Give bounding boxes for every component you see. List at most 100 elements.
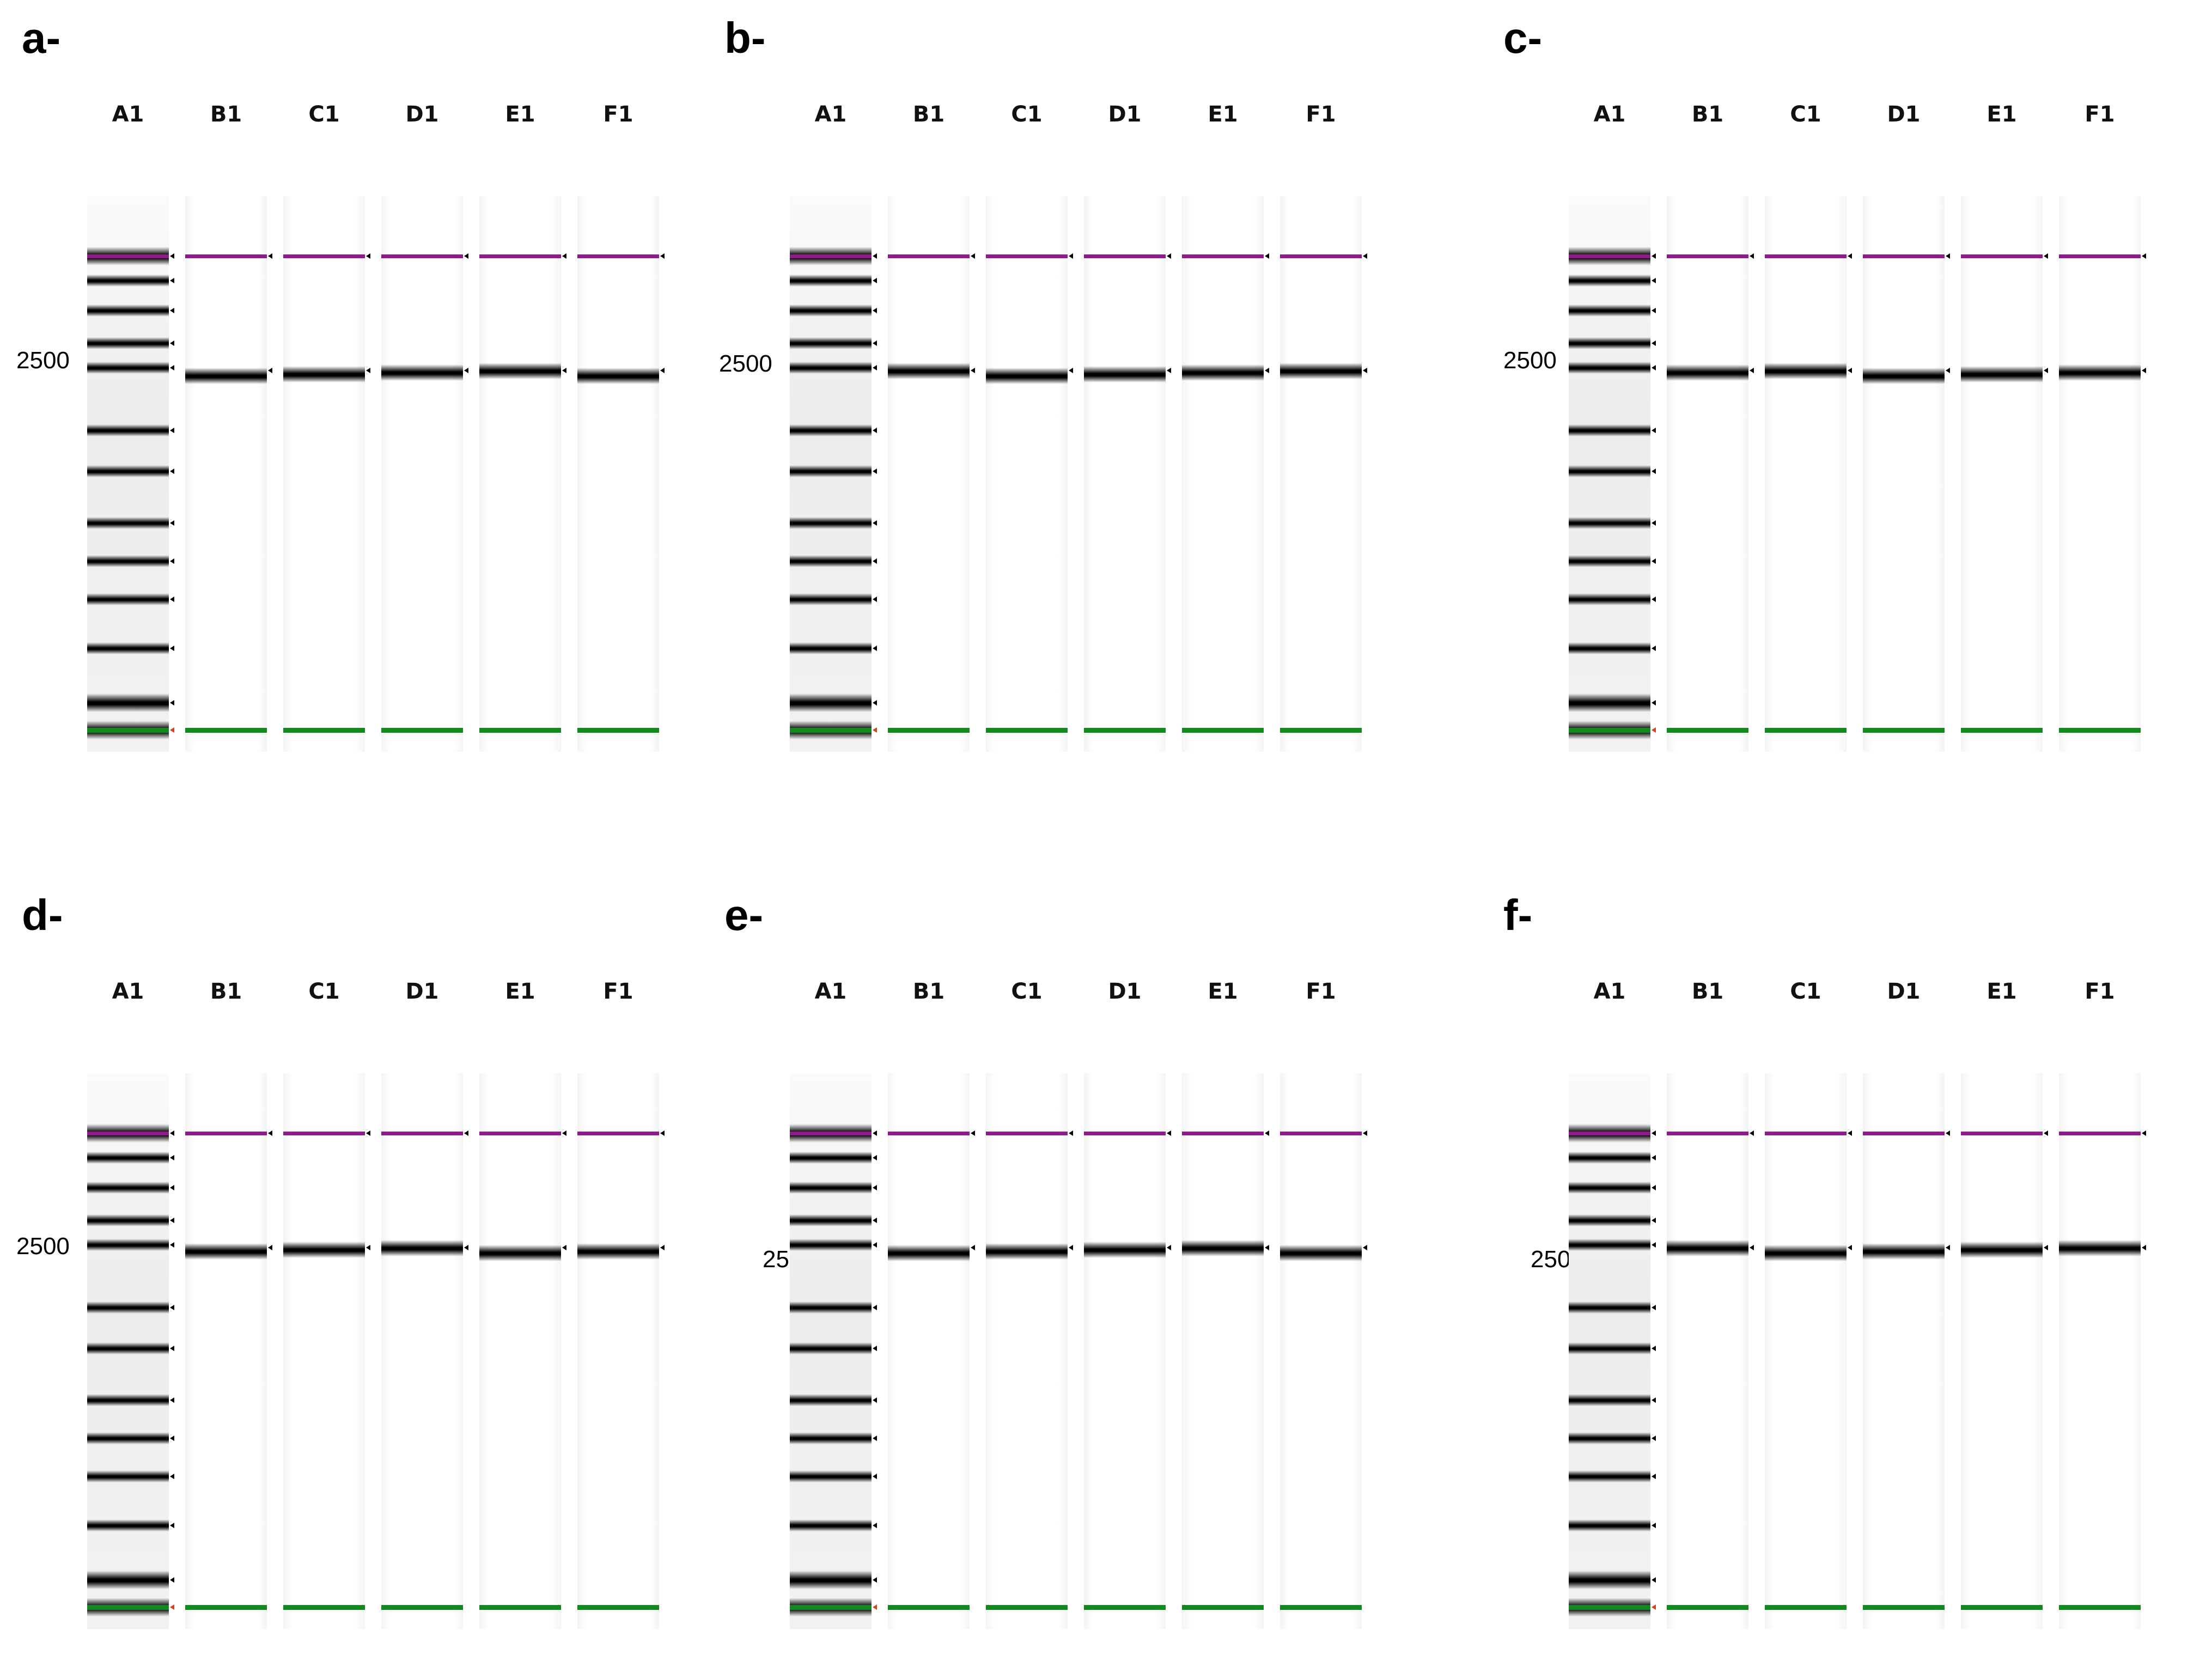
lane-header: F1 — [603, 102, 633, 127]
band-pointer-icon — [1363, 1245, 1367, 1250]
sample-band — [381, 364, 463, 381]
gel-panel-3: d- 2500 A1 B1 C1 D1 E1 F1 — [16, 891, 730, 1678]
sample-band — [1765, 1245, 1847, 1261]
band-pointer-icon — [873, 1155, 877, 1160]
lower-marker-band — [888, 728, 970, 733]
band-pointer-icon — [1265, 368, 1269, 373]
lane-header: C1 — [1011, 102, 1043, 127]
lane-header: F1 — [2085, 102, 2115, 127]
band-pointer-icon — [562, 253, 566, 259]
panel-label: d- — [22, 891, 63, 939]
band-pointer-icon — [873, 1130, 877, 1136]
band-pointer-icon — [1652, 646, 1656, 651]
sample-band — [283, 366, 365, 382]
sample-band — [1961, 1242, 2043, 1258]
sample-lane — [1667, 1073, 1748, 1629]
sample-lane — [1084, 196, 1166, 752]
ladder-band — [790, 1519, 872, 1531]
band-pointer-icon — [971, 253, 975, 259]
upper-marker-band — [986, 254, 1068, 258]
lower-marker-band — [283, 728, 365, 733]
ladder-band — [1569, 305, 1650, 317]
sample-lane — [577, 196, 659, 752]
ladder-lane — [790, 1073, 872, 1629]
sample-lane — [1863, 196, 1945, 752]
band-pointer-icon — [170, 308, 174, 313]
band-pointer-icon — [1069, 1130, 1073, 1136]
ladder-band — [87, 465, 169, 477]
lower-marker-band — [1667, 728, 1748, 733]
lane-header: A1 — [112, 979, 144, 1004]
upper-marker-band — [1961, 1132, 2043, 1135]
lane-header: C1 — [1011, 979, 1043, 1004]
sample-lane — [479, 196, 561, 752]
ladder-band — [87, 593, 169, 605]
band-pointer-icon — [1652, 1185, 1656, 1190]
sample-lane — [185, 196, 267, 752]
ladder-lane — [1569, 196, 1650, 752]
band-pointer-icon — [1652, 1346, 1656, 1351]
upper-marker-band — [381, 1132, 463, 1135]
band-pointer-icon — [562, 1245, 566, 1250]
upper-marker-band — [1569, 254, 1650, 258]
sample-lane — [1182, 196, 1264, 752]
band-pointer-icon — [1069, 1245, 1073, 1250]
band-pointer-icon — [562, 1130, 566, 1136]
ladder-band — [1569, 1182, 1650, 1194]
upper-marker-band — [577, 1132, 659, 1135]
upper-marker-band — [1280, 1132, 1362, 1135]
ladder-band — [87, 424, 169, 436]
lane-header: C1 — [308, 102, 340, 127]
upper-marker-band — [479, 1132, 561, 1135]
band-pointer-icon — [1652, 1155, 1656, 1160]
ladder-band — [87, 642, 169, 654]
sample-lane — [1667, 196, 1748, 752]
sample-band — [1280, 363, 1362, 379]
band-pointer-icon — [873, 1346, 877, 1351]
sample-band — [1084, 1242, 1166, 1258]
band-pointer-icon — [1363, 253, 1367, 259]
band-pointer-icon — [1652, 1242, 1656, 1248]
band-pointer-icon — [873, 1218, 877, 1223]
lane-header: A1 — [1593, 102, 1626, 127]
ladder-band — [790, 1152, 872, 1164]
lane-header: A1 — [112, 102, 144, 127]
band-pointer-icon — [1167, 1245, 1171, 1250]
lower-marker-band — [381, 1605, 463, 1610]
band-pointer-icon — [1069, 253, 1073, 259]
lower-marker-band — [185, 728, 267, 733]
upper-marker-band — [790, 1132, 872, 1135]
lower-marker-band — [1863, 728, 1945, 733]
band-pointer-icon — [873, 308, 877, 313]
ladder-lane — [87, 1073, 169, 1629]
band-pointer-icon — [971, 1130, 975, 1136]
band-pointer-icon — [170, 253, 174, 259]
sample-band — [986, 1243, 1068, 1260]
lower-marker-band — [479, 1605, 561, 1610]
lower-marker-band — [87, 728, 169, 733]
sample-lane — [1961, 196, 2043, 752]
band-pointer-icon — [1652, 341, 1656, 346]
band-pointer-icon — [971, 1245, 975, 1250]
band-pointer-icon — [873, 1577, 877, 1583]
ladder-band — [1569, 517, 1650, 529]
band-pointer-icon — [1848, 1245, 1852, 1250]
upper-marker-band — [577, 254, 659, 258]
sample-lane — [2059, 196, 2141, 752]
upper-marker-band — [888, 254, 970, 258]
upper-marker-band — [1667, 254, 1748, 258]
ladder-band — [1569, 362, 1650, 374]
lower-marker-band — [888, 1605, 970, 1610]
ladder-band — [87, 1302, 169, 1314]
sample-lane — [283, 196, 365, 752]
lane-header: A1 — [814, 979, 847, 1004]
gel-panel-2: c- 2500 A1 B1 C1 D1 E1 F1 — [1503, 16, 2211, 801]
ladder-band — [87, 555, 169, 567]
ladder-band — [790, 275, 872, 287]
band-pointer-icon — [1167, 1130, 1171, 1136]
panel-label: e- — [724, 891, 764, 939]
band-pointer-icon — [1265, 1130, 1269, 1136]
upper-marker-band — [1084, 1132, 1166, 1135]
sample-band — [479, 1245, 561, 1261]
sample-lane — [1863, 1073, 1945, 1629]
